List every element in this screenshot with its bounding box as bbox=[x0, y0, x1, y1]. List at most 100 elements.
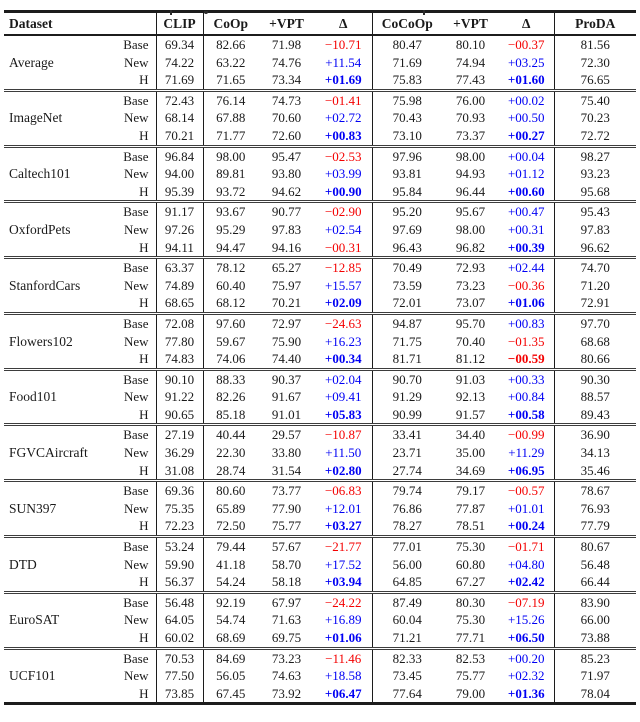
clip-value: 91.22 bbox=[155, 388, 204, 406]
row-label: Base bbox=[123, 37, 149, 52]
dataset-name: FGVCAircraft bbox=[4, 423, 114, 481]
cocoop-vpt-value: 78.51 bbox=[455, 518, 486, 534]
coop-vpt-value: 75.97 bbox=[271, 277, 302, 293]
cocoop-value: 75.83 bbox=[392, 72, 422, 88]
coop-value: 40.44 bbox=[203, 423, 258, 445]
row-label: Base bbox=[114, 144, 156, 166]
delta1-value: −24.63 bbox=[315, 311, 373, 333]
coop-value: 71.65 bbox=[216, 72, 246, 88]
cocoop-value: 64.85 bbox=[392, 574, 422, 590]
row-label: H bbox=[139, 630, 149, 645]
cocoop-vpt-value: 80.30 bbox=[442, 590, 499, 612]
cocoop-value: 71.75 bbox=[392, 333, 422, 349]
coop-vpt-value: 71.63 bbox=[271, 612, 302, 628]
coop-value: 93.67 bbox=[203, 200, 258, 221]
row-label: H bbox=[139, 462, 149, 478]
row-label: H bbox=[139, 351, 149, 367]
row-label: New bbox=[123, 612, 149, 628]
row-label: Base bbox=[114, 367, 156, 389]
delta2-value: +00.04 bbox=[499, 144, 555, 166]
row-label: New bbox=[123, 277, 149, 293]
delta1-value: +12.01 bbox=[315, 499, 373, 518]
coop-vpt-value: 75.77 bbox=[271, 518, 302, 534]
coop-vpt-value: 70.21 bbox=[271, 295, 302, 311]
cocoop-vpt-value: 60.80 bbox=[455, 556, 486, 572]
row-label: Base bbox=[114, 535, 156, 556]
delta2-value: +11.29 bbox=[499, 444, 555, 462]
coop-vpt-value: 95.47 bbox=[258, 144, 315, 166]
row-label: Base bbox=[114, 590, 156, 612]
row-label: New bbox=[123, 110, 149, 126]
cropped-caption-fragment bbox=[0, 10, 640, 17]
cocoop-value: 27.74 bbox=[392, 462, 422, 478]
header-cocoop-vpt: +VPT bbox=[442, 11, 499, 36]
coop-vpt-value: 57.67 bbox=[258, 535, 315, 556]
row-label: Base bbox=[114, 423, 156, 445]
dataset-name: Average bbox=[9, 54, 54, 70]
delta2-value: +02.42 bbox=[499, 573, 555, 593]
delta2-value: +01.12 bbox=[499, 165, 555, 183]
delta2-value: +02.32 bbox=[499, 667, 555, 685]
cocoop-value: 82.33 bbox=[372, 646, 442, 668]
clip-value: 68.65 bbox=[155, 294, 204, 314]
delta1-value: −10.71 bbox=[315, 35, 373, 54]
clip-value: 70.21 bbox=[155, 126, 204, 147]
delta2-value: +00.02 bbox=[499, 88, 555, 110]
delta1-value: +09.41 bbox=[315, 388, 373, 406]
row-label: H bbox=[139, 183, 149, 199]
delta2-value: +02.44 bbox=[499, 256, 555, 277]
table-row: OxfordPets Base 91.17 93.67 90.77 −02.90 95.20… bbox=[4, 200, 636, 258]
delta2-value: +01.60 bbox=[499, 71, 555, 91]
table-row: H 74.83 74.06 74.40 +00.34 81.71 81.12 −00.59 80… bbox=[4, 350, 636, 370]
delta1-value: +03.27 bbox=[315, 517, 373, 537]
dataset-name: Flowers102 bbox=[4, 311, 114, 370]
clip-value: 97.26 bbox=[155, 220, 204, 239]
cocoop-value: 71.21 bbox=[392, 630, 422, 645]
proda-value: 97.83 bbox=[580, 221, 610, 237]
coop-vpt-value: 93.80 bbox=[271, 166, 302, 182]
coop-value: 94.47 bbox=[216, 239, 246, 255]
table-row: StanfordCars Base 63.37 78.12 65.27 −12.85 70.… bbox=[4, 256, 636, 314]
table-row: H 68.65 68.12 70.21 +02.09 72.01 73.07 +01.06 72… bbox=[4, 294, 636, 314]
cocoop-vpt-value: 70.93 bbox=[455, 110, 486, 126]
delta1-value: +02.54 bbox=[315, 220, 373, 239]
delta1-value: +05.83 bbox=[315, 405, 373, 425]
clip-value: 96.84 bbox=[155, 144, 204, 166]
proda-value: 66.00 bbox=[580, 612, 610, 628]
coop-vpt-value: 74.40 bbox=[271, 351, 302, 367]
cocoop-value: 60.04 bbox=[392, 612, 422, 628]
row-label: H bbox=[139, 295, 149, 311]
delta1-value: −02.90 bbox=[315, 200, 373, 221]
row-label: H bbox=[139, 239, 149, 255]
proda-value: 89.43 bbox=[580, 406, 610, 422]
proda-value: 95.68 bbox=[580, 183, 610, 199]
delta1-value: +11.54 bbox=[315, 53, 373, 72]
delta2-value: −01.35 bbox=[499, 332, 555, 351]
clip-value: 73.85 bbox=[155, 684, 204, 704]
coop-vpt-value: 75.90 bbox=[271, 333, 302, 349]
coop-vpt-value: 70.60 bbox=[271, 110, 302, 126]
coop-vpt-value: 74.73 bbox=[258, 88, 315, 110]
cocoop-value: 72.01 bbox=[392, 295, 422, 311]
clip-value: 91.17 bbox=[155, 200, 204, 221]
coop-value: 95.29 bbox=[216, 221, 246, 237]
clip-value: 59.90 bbox=[155, 555, 204, 574]
table-row: New 77.80 59.67 75.90 +16.23 71.75 70.40 −01.35… bbox=[4, 332, 636, 351]
dataset-name: StanfordCars bbox=[4, 256, 114, 314]
delta1-value: +02.09 bbox=[315, 294, 373, 314]
table-row: New 59.90 41.18 58.70 +17.52 56.00 60.80 +04.80… bbox=[4, 555, 636, 574]
proda-value: 88.57 bbox=[580, 389, 610, 405]
clip-value: 72.08 bbox=[155, 311, 204, 333]
cocoop-value: 70.43 bbox=[392, 110, 422, 126]
paper-page: { "table": { "headers": { "dataset": "Da… bbox=[0, 10, 640, 722]
cocoop-value: 70.49 bbox=[372, 256, 442, 277]
coop-vpt-value: 29.57 bbox=[258, 423, 315, 445]
cocoop-value: 56.00 bbox=[392, 556, 422, 572]
table-row: H 73.85 67.45 73.92 +06.47 77.64 79.00 +01.36 78… bbox=[4, 684, 636, 704]
table-row: H 70.21 71.77 72.60 +00.83 73.10 73.37 +00.27 72… bbox=[4, 126, 636, 147]
row-label: New bbox=[123, 445, 149, 461]
coop-value: 72.50 bbox=[216, 518, 246, 534]
cocoop-vpt-value: 91.03 bbox=[442, 367, 499, 389]
coop-vpt-value: 73.92 bbox=[271, 685, 302, 701]
delta1-value: +03.94 bbox=[315, 573, 373, 593]
